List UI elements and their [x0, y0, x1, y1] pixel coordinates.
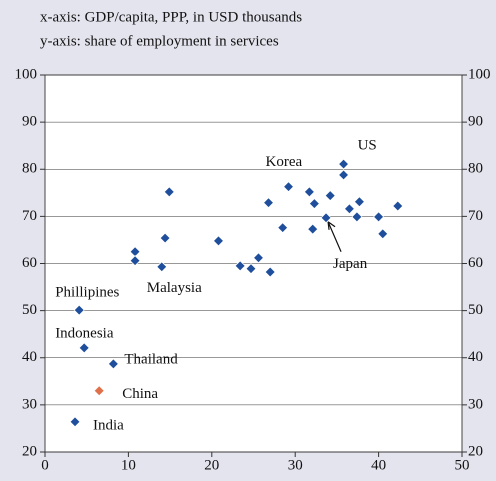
point	[262, 197, 275, 209]
point	[373, 211, 385, 223]
point	[338, 169, 350, 181]
y2-tick-label: 40	[468, 349, 483, 365]
point	[264, 266, 276, 278]
point-label: Malaysia	[147, 280, 202, 296]
arrow	[327, 221, 342, 253]
y2-tick-label: 50	[468, 302, 483, 318]
y-tick-label: 70	[22, 208, 37, 224]
point	[343, 203, 355, 215]
point	[69, 416, 81, 428]
y-tick-label: 50	[22, 302, 37, 318]
y2-tick-label: 80	[468, 161, 483, 177]
point	[129, 255, 141, 267]
point	[377, 228, 389, 240]
x-tick-label: 40	[371, 457, 386, 473]
x-tick-label: 20	[204, 457, 219, 473]
point	[234, 260, 246, 272]
y-tick-label: 80	[22, 161, 37, 177]
y-axis-note: y-axis: share of employment in services	[40, 33, 279, 49]
x-tick-label: 50	[455, 457, 470, 473]
y2-tick-label: 60	[468, 255, 483, 271]
point-label: Phillipines	[55, 285, 119, 301]
y-tick-label: 60	[22, 255, 37, 271]
point	[107, 358, 119, 370]
point	[252, 252, 265, 264]
point	[324, 190, 336, 202]
point	[245, 263, 257, 275]
point	[73, 304, 85, 316]
y-tick-label: 100	[15, 66, 38, 82]
y-tick-label: 90	[22, 114, 37, 130]
point	[277, 222, 289, 234]
x-tick-label: 10	[121, 457, 136, 473]
point	[392, 200, 404, 212]
x-tick-label: 0	[41, 457, 49, 473]
y2-tick-label: 20	[468, 443, 483, 459]
y2-tick-label: 90	[468, 114, 483, 130]
point	[308, 198, 320, 210]
point	[353, 196, 365, 208]
point	[303, 186, 315, 198]
point-label: Japan	[333, 256, 368, 272]
point	[320, 212, 332, 224]
y-tick-label: 30	[22, 396, 37, 412]
point	[163, 186, 175, 198]
point	[93, 385, 105, 397]
point	[159, 232, 171, 244]
point-label: Thailand	[124, 351, 178, 367]
point	[282, 181, 295, 193]
y2-tick-label: 100	[468, 66, 491, 82]
x-tick-label: 30	[288, 457, 303, 473]
point-label: US	[358, 138, 377, 154]
point	[156, 261, 168, 273]
point-label: India	[93, 417, 124, 433]
point-label: China	[122, 386, 158, 402]
point	[307, 223, 319, 235]
point	[338, 158, 350, 170]
point-label: Indonesia	[55, 325, 114, 341]
point	[78, 342, 90, 354]
x-axis-note: x-axis: GDP/capita, PPP, in USD thousand…	[40, 9, 302, 25]
y-tick-label: 40	[22, 349, 37, 365]
point	[351, 211, 363, 223]
point	[212, 235, 225, 247]
y2-tick-label: 70	[468, 208, 483, 224]
y2-tick-label: 30	[468, 396, 483, 412]
y-tick-label: 20	[22, 443, 37, 459]
point-label: Korea	[266, 154, 303, 170]
